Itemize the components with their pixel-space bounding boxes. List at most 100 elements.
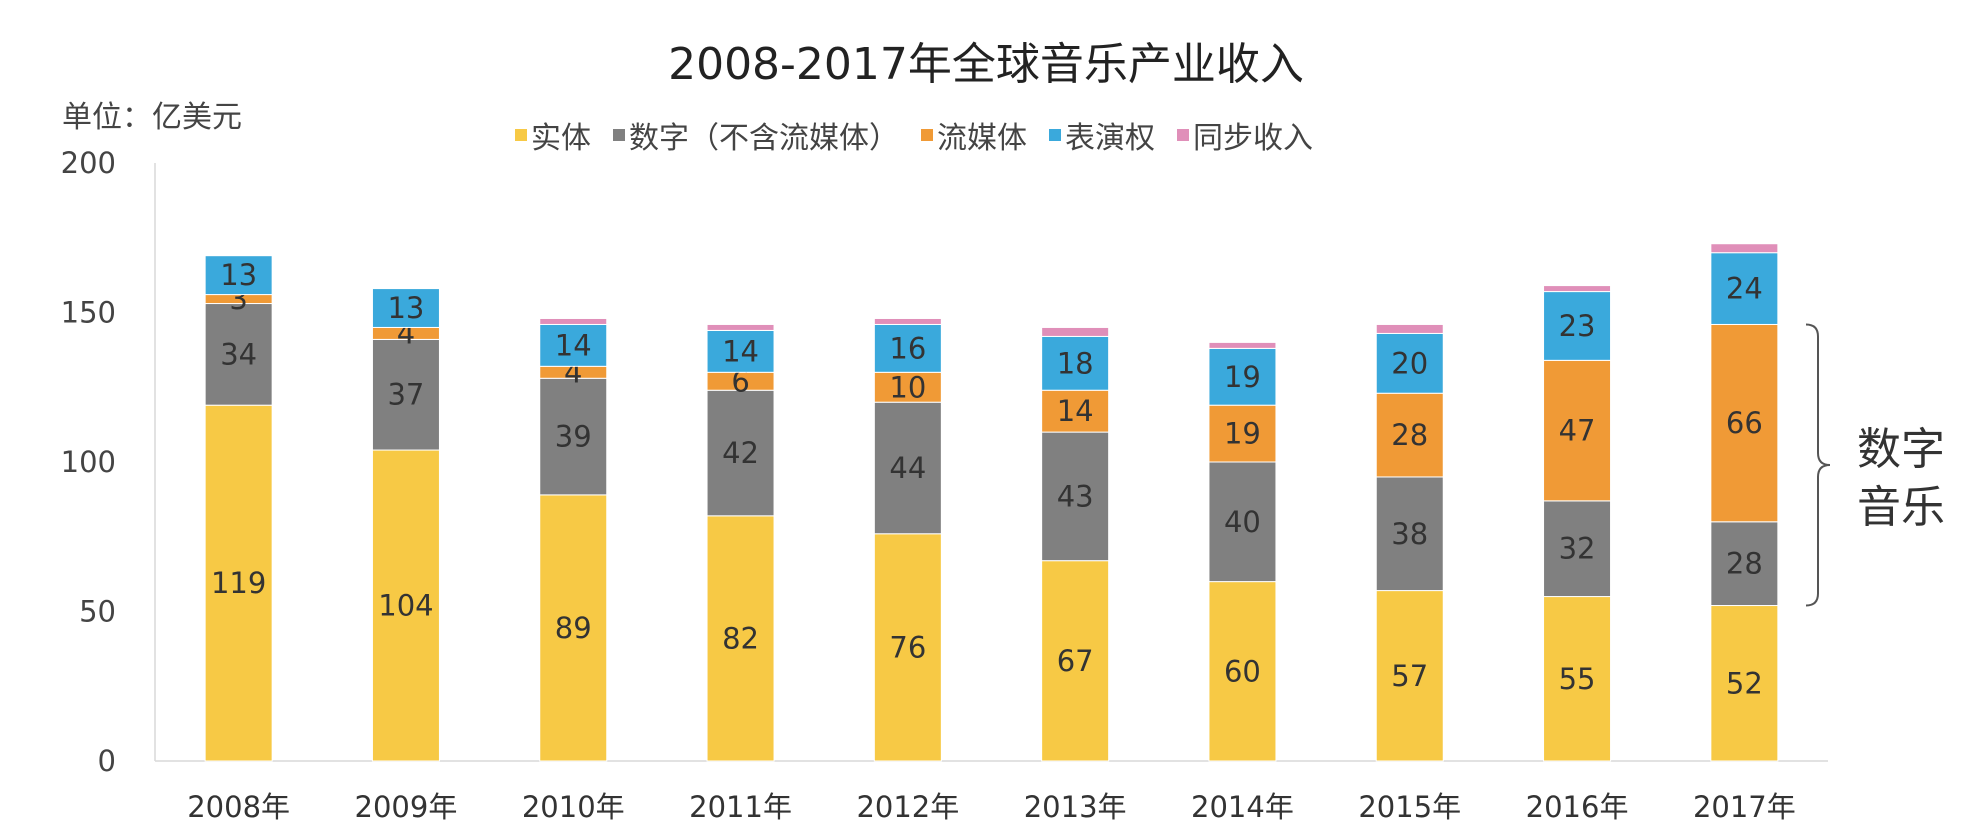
annotation-brace	[1805, 323, 1831, 607]
unit-label: 单位：亿美元	[62, 100, 242, 135]
bar-segment	[873, 323, 942, 373]
data-label: 40	[1224, 505, 1261, 539]
bar-segment	[1041, 335, 1110, 391]
x-tick-label: 2014年	[1191, 790, 1294, 824]
bar-segment	[1543, 285, 1612, 293]
bar-segment	[873, 371, 942, 403]
bar-segment	[539, 323, 608, 367]
bar-segment	[1041, 326, 1110, 337]
data-label: 10	[889, 370, 926, 404]
bar-segment	[706, 323, 775, 331]
legend-swatch	[921, 129, 933, 141]
data-label: 28	[1726, 547, 1763, 581]
data-label: 52	[1726, 666, 1763, 700]
bar-segment	[371, 449, 440, 762]
bar-segment	[706, 389, 775, 517]
bar-segment	[204, 404, 273, 762]
legend-label: 数字（不含流媒体）	[629, 121, 899, 156]
data-label: 19	[1224, 360, 1261, 394]
x-tick-label: 2011年	[689, 790, 792, 824]
x-tick-label: 2013年	[1024, 790, 1127, 824]
bar-segment	[1208, 581, 1277, 762]
bar-segment	[539, 494, 608, 762]
bar-segment	[1710, 323, 1779, 523]
bar-segment	[873, 533, 942, 762]
legend-item: 流媒体	[921, 113, 1027, 157]
data-label: 28	[1391, 418, 1428, 452]
bar-segment	[1375, 332, 1444, 394]
y-tick-label: 100	[61, 445, 116, 479]
annotation-digital-music: 数字 音乐	[1856, 421, 1946, 537]
y-tick-label: 0	[98, 744, 116, 778]
data-label: 55	[1559, 662, 1596, 696]
legend-item: 同步收入	[1177, 113, 1313, 157]
bar-segment	[1208, 341, 1277, 349]
bar-segment	[706, 515, 775, 762]
data-label: 14	[555, 328, 592, 362]
legend-label: 表演权	[1065, 121, 1155, 156]
data-label: 13	[387, 291, 424, 325]
data-label: 14	[722, 334, 759, 368]
data-label: 42	[722, 436, 759, 470]
data-label: 47	[1559, 414, 1596, 448]
legend: 实体 数字（不含流媒体） 流媒体 表演权 同步收入	[515, 113, 1313, 157]
data-label: 32	[1559, 532, 1596, 566]
x-tick-label: 2012年	[856, 790, 959, 824]
bar-segment	[873, 317, 942, 325]
data-label: 57	[1391, 659, 1428, 693]
legend-swatch	[515, 129, 527, 141]
data-label: 66	[1726, 406, 1763, 440]
data-label: 44	[889, 451, 926, 485]
data-label: 43	[1057, 479, 1094, 513]
legend-item: 实体	[515, 113, 591, 157]
data-label: 76	[889, 630, 926, 664]
data-label: 104	[378, 589, 433, 623]
data-label: 82	[722, 621, 759, 655]
bar-segment	[1375, 590, 1444, 762]
legend-label: 流媒体	[937, 121, 1027, 156]
x-tick-label: 2016年	[1526, 790, 1629, 824]
bar-segment	[706, 329, 775, 373]
bar-segment	[1375, 323, 1444, 334]
chart-title: 2008-2017年全球音乐产业收入	[668, 39, 1304, 90]
bar-segment	[1041, 389, 1110, 433]
bar-segment	[1543, 359, 1612, 502]
data-label: 38	[1391, 517, 1428, 551]
bar-segment	[1710, 243, 1779, 254]
bar-segment	[1543, 596, 1612, 762]
legend-swatch	[613, 129, 625, 141]
bar-segment	[1710, 521, 1779, 607]
data-label: 13	[220, 258, 257, 292]
bar-segment	[1375, 476, 1444, 592]
bar-segment	[1710, 605, 1779, 762]
data-label: 16	[889, 331, 926, 365]
data-label: 37	[387, 378, 424, 412]
legend-swatch	[1177, 129, 1189, 141]
y-tick-label: 150	[61, 296, 116, 330]
x-tick-label: 2015年	[1358, 790, 1461, 824]
legend-item: 数字（不含流媒体）	[613, 113, 899, 157]
data-label: 60	[1224, 654, 1261, 688]
bar-segment	[204, 255, 273, 296]
data-label: 23	[1559, 309, 1596, 343]
bar-segment	[1375, 392, 1444, 478]
bar-segment	[371, 338, 440, 451]
x-tick-label: 2009年	[355, 790, 458, 824]
legend-label: 同步收入	[1193, 121, 1313, 156]
data-label: 34	[220, 337, 257, 371]
x-tick-label: 2017年	[1693, 790, 1796, 824]
annotation-line-2: 音乐	[1857, 482, 1945, 533]
annotation-line-1: 数字	[1857, 424, 1945, 475]
data-label: 67	[1057, 644, 1094, 678]
data-label: 18	[1057, 346, 1094, 380]
data-label: 119	[211, 566, 266, 600]
data-label: 39	[555, 420, 592, 454]
legend-item: 表演权	[1049, 113, 1155, 157]
bar-segment	[1710, 252, 1779, 325]
bar-segment	[873, 401, 942, 535]
legend-label: 实体	[531, 121, 591, 156]
y-tick-label: 200	[61, 146, 116, 180]
data-label: 24	[1726, 272, 1763, 306]
